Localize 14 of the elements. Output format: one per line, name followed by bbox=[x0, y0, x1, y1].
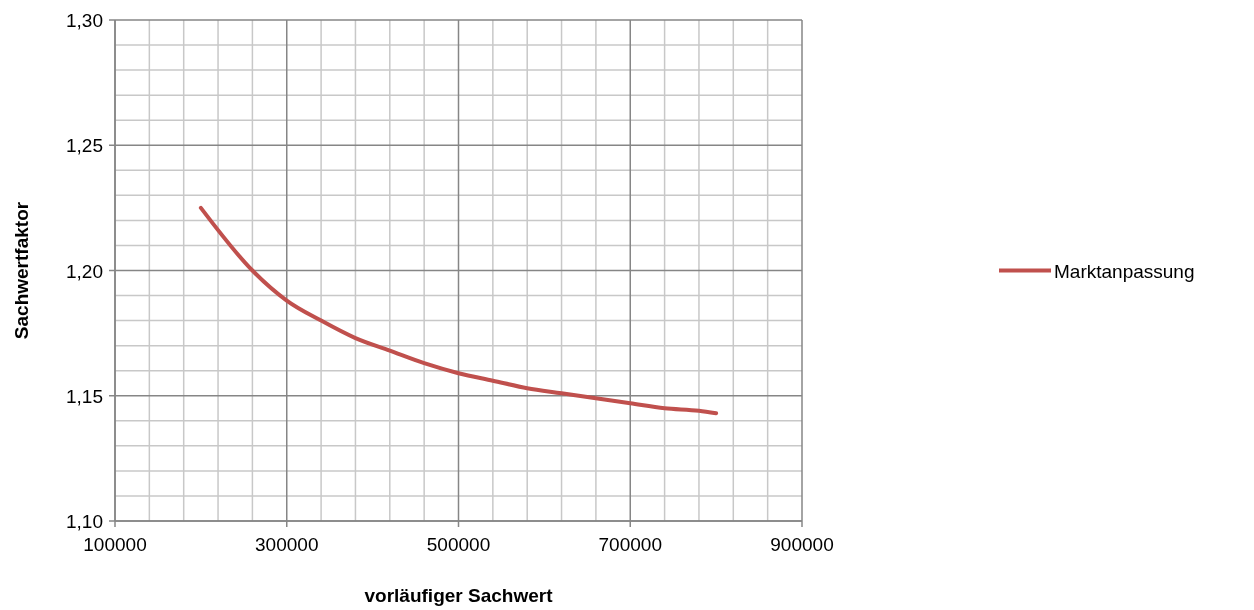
y-tick-label: 1,15 bbox=[66, 385, 103, 407]
x-tick-label: 100000 bbox=[83, 534, 147, 555]
x-tick-label: 300000 bbox=[255, 534, 319, 555]
y-tick-label: 1,20 bbox=[66, 260, 103, 282]
x-tick-label: 700000 bbox=[598, 534, 662, 555]
line-series bbox=[198, 205, 719, 416]
legend-label: Marktanpassung bbox=[1054, 260, 1195, 282]
y-axis-title: Sachwertfaktor bbox=[11, 201, 32, 340]
x-axis-title: vorläufiger Sachwert bbox=[364, 585, 554, 606]
x-tick-label: 500000 bbox=[426, 534, 491, 555]
y-tick-label: 1,10 bbox=[66, 511, 103, 532]
y-tick-label: 1,25 bbox=[66, 135, 103, 157]
y-tick-label: 1,30 bbox=[66, 10, 103, 31]
x-tick-label: 900000 bbox=[770, 534, 834, 555]
